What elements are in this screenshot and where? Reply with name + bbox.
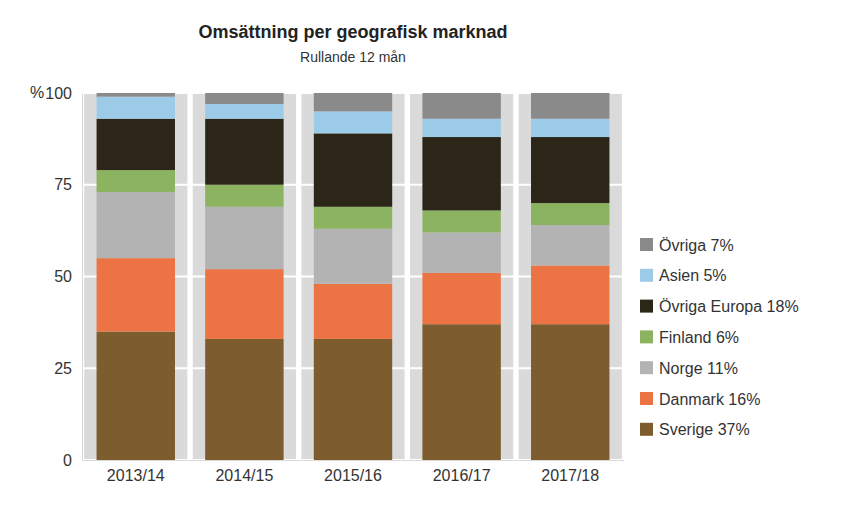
column-background [410, 93, 513, 460]
bar-segment [314, 93, 392, 111]
legend-label: Sverige 37% [659, 421, 750, 438]
y-axis: 0 25 50 75 100 [45, 85, 82, 469]
bar-segment [314, 284, 392, 339]
bar-segment [314, 111, 392, 133]
column-background [519, 93, 622, 460]
tick: 2017/18 [541, 460, 599, 484]
bar-segment [531, 265, 609, 324]
legend-label: Danmark 16% [659, 391, 760, 408]
tick-label: 75 [54, 176, 72, 193]
column-background [301, 93, 404, 460]
tick: 2016/17 [433, 460, 491, 484]
legend-swatch [640, 269, 653, 282]
chart: Omsättning per geografisk marknad Rulland… [0, 0, 849, 517]
tick-label: 2015/16 [324, 467, 382, 484]
legend-swatch [640, 238, 653, 251]
bar-segment [422, 137, 500, 210]
bar-segment [422, 210, 500, 232]
bar-segment [205, 104, 283, 119]
bar-segment [531, 203, 609, 225]
bar-segment [531, 225, 609, 265]
bar-segment [97, 258, 175, 331]
bar-segment [531, 137, 609, 203]
legend-label: Finland 6% [659, 329, 739, 346]
grid [82, 93, 624, 460]
legend-item: Övriga 7% [640, 237, 734, 254]
legend-swatch [640, 423, 653, 436]
legend-swatch [640, 300, 653, 313]
bar-segment [422, 232, 500, 272]
tick-label: 2013/14 [107, 467, 165, 484]
tick-label: 100 [45, 85, 72, 102]
title: Omsättning per geografisk marknad [198, 22, 507, 42]
bar-segment [97, 97, 175, 119]
tick-label: 2016/17 [433, 467, 491, 484]
bar-segment [531, 324, 609, 460]
subtitle: Rullande 12 mån [300, 49, 406, 65]
bar-segment [205, 269, 283, 339]
axis-line [82, 94, 83, 461]
bar-segment [422, 119, 500, 137]
bar-segment [531, 119, 609, 137]
x-axis: 2013/14 2014/15 2015/16 2016/17 2017/18 [83, 460, 625, 484]
bar-segment [97, 192, 175, 258]
legend-item: Sverige 37% [640, 421, 750, 438]
bar-segment [314, 133, 392, 206]
bar-segment [205, 207, 283, 269]
bar-segment [97, 119, 175, 170]
bar-segment [422, 324, 500, 460]
bar-segment [314, 207, 392, 229]
tick: 75 [54, 176, 82, 193]
background [84, 93, 622, 460]
y-axis-label: % [30, 84, 44, 101]
legend-swatch [640, 330, 653, 343]
bar-segment [314, 339, 392, 460]
legend-label: Övriga 7% [659, 237, 734, 254]
tick: 50 [54, 268, 82, 285]
legend-swatch [640, 361, 653, 374]
column-background [84, 93, 187, 460]
tick: 25 [54, 360, 82, 377]
tick-label: 50 [54, 268, 72, 285]
legend-item: Finland 6% [640, 329, 739, 346]
bar-segment [205, 185, 283, 207]
bars [97, 93, 610, 460]
bar-segment [422, 273, 500, 324]
bar-segment [97, 170, 175, 192]
legend-item: Asien 5% [640, 267, 727, 284]
legend-swatch [640, 392, 653, 405]
tick: 100 [45, 85, 82, 102]
legend-label: Asien 5% [659, 267, 727, 284]
legend-label: Övriga Europa 18% [659, 298, 799, 315]
bar-segment [205, 119, 283, 185]
tick-label: 2017/18 [541, 467, 599, 484]
column-background [193, 93, 296, 460]
legend-item: Danmark 16% [640, 391, 760, 408]
legend-item: Norge 11% [640, 360, 738, 377]
bar-segment [97, 332, 175, 460]
tick: 2013/14 [107, 460, 165, 484]
tick: 0 [63, 452, 82, 469]
bar-segment [422, 93, 500, 119]
bar-segment [314, 229, 392, 284]
tick: 2014/15 [215, 460, 273, 484]
bar-segment [205, 339, 283, 460]
series [97, 93, 610, 119]
tick: 2015/16 [324, 460, 382, 484]
tick-label: 25 [54, 360, 72, 377]
legend: Övriga 7% Asien 5% Övriga Europa 18% Finlan… [640, 237, 799, 439]
series [97, 324, 610, 460]
legend-label: Norge 11% [659, 360, 738, 377]
tick-label: 2014/15 [215, 467, 273, 484]
axis-line [83, 460, 625, 461]
legend-item: Övriga Europa 18% [640, 298, 799, 315]
bar-segment [531, 93, 609, 119]
bar-segment [97, 93, 175, 97]
tick-label: 0 [63, 452, 72, 469]
bar-segment [205, 93, 283, 104]
